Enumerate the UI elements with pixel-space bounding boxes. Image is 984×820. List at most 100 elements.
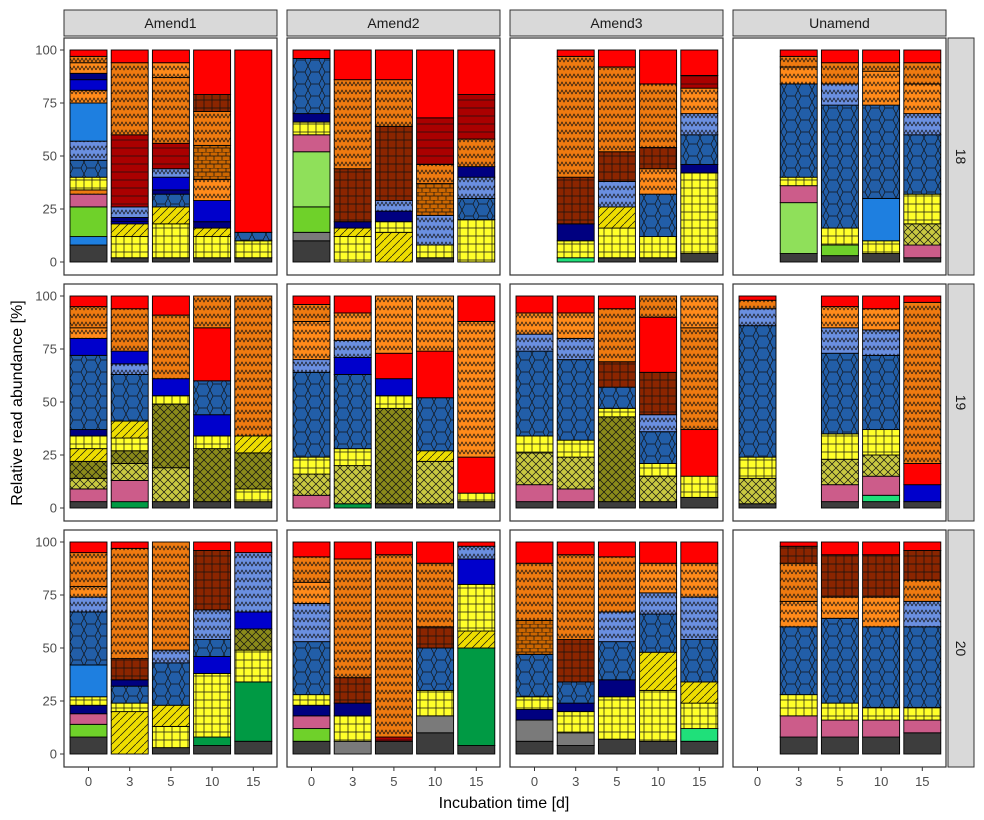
bar-segment [738,503,777,509]
facet-strip-row-18 [947,37,975,276]
panel-unamend-18 [732,37,947,276]
bar-segment [903,550,942,581]
bar-segment [556,312,595,339]
bar-segment [903,49,942,64]
bar-segment [779,253,818,263]
bar-segment [556,240,595,259]
bar-3 [556,541,595,755]
bar-segment [556,439,595,458]
bar-segment [234,611,273,630]
bar-segment [193,227,232,238]
bar-segment [151,467,190,503]
bar-segment [416,350,455,399]
x-tick-label: 15 [469,774,483,789]
bar-5 [597,295,636,509]
bar-segment [193,609,232,640]
bar-segment [680,134,719,165]
bar-10 [862,295,901,509]
bar-segment [820,255,859,263]
bar-5 [151,541,190,755]
bar-segment [515,562,554,621]
bar-segment [151,176,190,191]
bar-segment [457,138,496,168]
bar-segment [820,617,859,704]
y-tick-label: 100 [35,289,57,304]
bar-segment [903,62,942,85]
bar-segment [779,541,818,547]
bar-segment [110,257,149,263]
bar-segment [292,240,331,263]
bar-segment [779,185,818,204]
bar-segment [151,168,190,178]
facet-strip-amend1 [63,9,278,37]
bar-segment [234,649,273,683]
bar-segment [193,501,232,509]
bar-segment [234,240,273,259]
bar-10 [862,541,901,755]
bar-segment [680,475,719,498]
bar-segment [639,613,678,653]
bar-segment [556,541,595,556]
bar-segment [110,702,149,713]
bar-segment [903,113,942,136]
x-tick-label: 5 [836,774,843,789]
facet-strip-amend3 [509,9,724,37]
bar-segment [556,49,595,57]
bar-segment [639,592,678,615]
bar-segment [556,732,595,746]
bar-segment [69,704,108,715]
bar-segment [416,183,455,216]
bar-segment [862,554,901,598]
bar-segment [416,647,455,691]
bar-segment [69,244,108,263]
bar-0 [738,295,777,509]
bar-segment [515,295,554,314]
bar-15 [234,541,273,755]
bar-segment [457,647,496,746]
bar-segment [738,477,777,505]
bar-segment [193,550,232,611]
bar-segment [333,465,372,505]
bar-segment [862,706,901,721]
bar-segment [556,55,595,178]
bar-segment [69,460,108,479]
bar-segment [639,431,678,464]
bar-5 [597,541,636,755]
bar-segment [69,501,108,509]
x-axis: 0 3 5 10 15 0 3 5 10 15 0 3 5 10 15 0 3 5 10 15 [85,767,930,789]
bar-segment [151,193,190,208]
bar-3 [110,49,149,263]
bar-segment [333,79,372,170]
bar-segment [639,371,678,416]
bar-segment [639,475,678,503]
bar-segment [292,715,331,730]
bar-segment [639,257,678,263]
bar-segment [515,719,554,742]
bar-segment [416,732,455,755]
facet-label-unamend: Unamend [809,15,870,31]
bar-segment [69,448,108,462]
bar-segment [416,503,455,509]
bar-segment [779,562,818,602]
bar-segment [639,740,678,755]
bar-segment [333,677,372,704]
bar-segment [597,295,636,310]
x-tick-label: 15 [692,774,706,789]
bar-segment [333,340,372,358]
bar-15 [903,541,942,755]
bar-segment [234,257,273,263]
bar-segment [862,62,901,72]
bar-segment [416,397,455,452]
bar-segment [820,62,859,85]
bar-segment [416,295,455,352]
bar-segment [416,689,455,717]
bar-segment [639,83,678,148]
bar-segment [69,206,108,238]
bar-10 [639,541,678,755]
bar-10 [639,49,678,263]
bar-segment [193,414,232,437]
bar-segment [110,134,149,208]
bar-segment [779,736,818,755]
bar-segment [151,704,190,727]
bar-15 [903,49,942,263]
